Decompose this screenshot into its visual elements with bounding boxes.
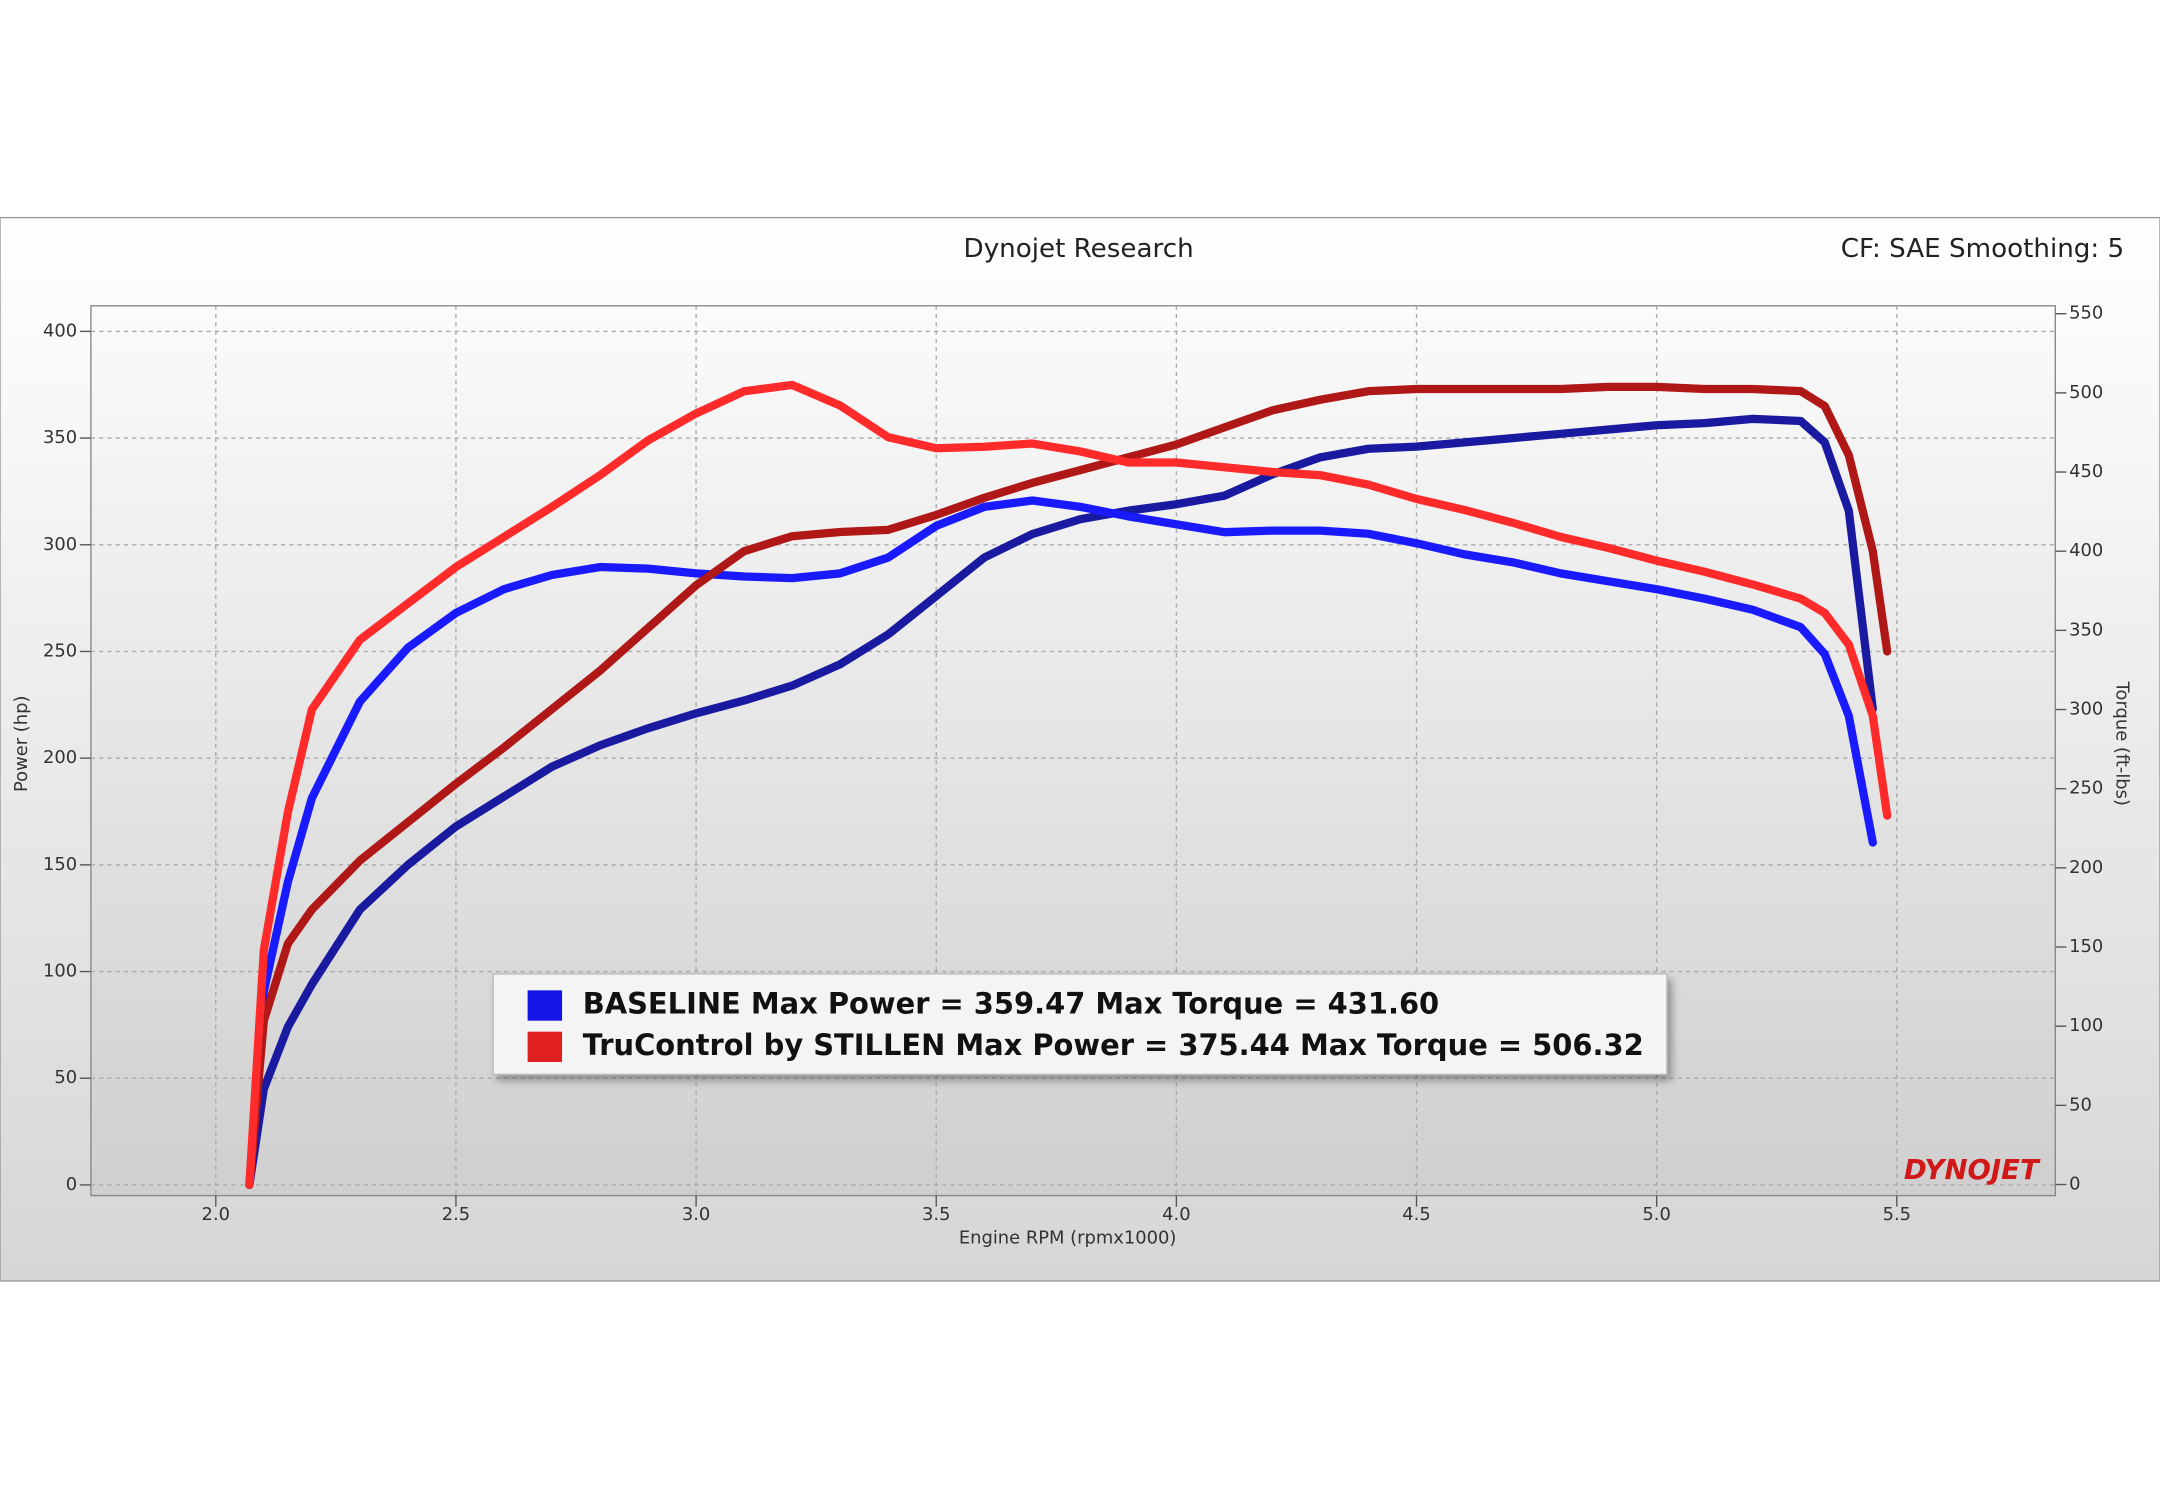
series-line	[245, 496, 1877, 1189]
y2-tick-label: 200	[2069, 857, 2103, 878]
y-tick-label: 300	[43, 534, 77, 555]
x-tick-label: 5.5	[1883, 1204, 1911, 1225]
x-tick-label: 3.5	[922, 1204, 950, 1225]
y-tick-label: 200	[43, 747, 77, 768]
y2-tick-label: 250	[2069, 778, 2103, 799]
legend-swatch	[527, 990, 563, 1021]
series-line	[245, 414, 1877, 1190]
x-tick-label: 2.5	[442, 1204, 470, 1225]
y-tick-label: 100	[43, 961, 77, 982]
y2-tick-label: 400	[2069, 540, 2103, 561]
x-tick-label: 2.0	[202, 1204, 230, 1225]
legend-box	[492, 973, 1668, 1076]
chart-subtitle: CF: SAE Smoothing: 5	[1841, 234, 2124, 264]
y2-tick-label: 0	[2069, 1174, 2080, 1195]
y2-tick-label: 450	[2069, 461, 2103, 482]
lines	[245, 380, 1892, 1190]
y-tick-label: 50	[54, 1067, 77, 1088]
x-tick-label: 4.5	[1402, 1204, 1430, 1225]
grid: 2.0 2.5 3.0 3.5 4.0 4.5 5.0 5.5 0 50 100 150 200 250 3…	[43, 303, 2103, 1225]
y-tick-label: 0	[66, 1174, 77, 1195]
chart-title: Dynojet Research	[964, 234, 1194, 264]
y2-tick-label: 500	[2069, 382, 2103, 403]
x-axis-label: Engine RPM (rpmx1000)	[959, 1227, 1177, 1248]
y2-tick-label: 100	[2069, 1015, 2103, 1036]
legend-label: TruControl by STILLEN Max Power = 375.44…	[583, 1028, 1644, 1062]
y2-tick-label: 550	[2069, 303, 2103, 324]
y2-tick-label: 300	[2069, 699, 2103, 720]
y-tick-label: 150	[43, 854, 77, 875]
y2-tick-label: 350	[2069, 619, 2103, 640]
series-line	[245, 382, 1892, 1190]
y2-tick-label: 50	[2069, 1094, 2092, 1115]
series-line	[245, 380, 1892, 1189]
x-tick-label: 4.0	[1162, 1204, 1190, 1225]
y2-tick-label: 150	[2069, 936, 2103, 957]
y2-axis-label: Torque (ft-lbs)	[2111, 681, 2132, 806]
legend-label: BASELINE Max Power = 359.47 Max Torque =…	[583, 987, 1439, 1021]
legend-swatch	[527, 1031, 563, 1062]
x-tick-label: 3.0	[682, 1204, 710, 1225]
y-tick-label: 400	[43, 320, 77, 341]
legend: BASELINE Max Power = 359.47 Max Torque =…	[492, 973, 1668, 1076]
y-axis-label: Power (hp)	[11, 696, 32, 792]
y-tick-label: 250	[43, 640, 77, 661]
x-tick-label: 5.0	[1642, 1204, 1670, 1225]
y-tick-label: 350	[43, 427, 77, 448]
logo: DYNOJET	[1904, 1154, 2041, 1186]
